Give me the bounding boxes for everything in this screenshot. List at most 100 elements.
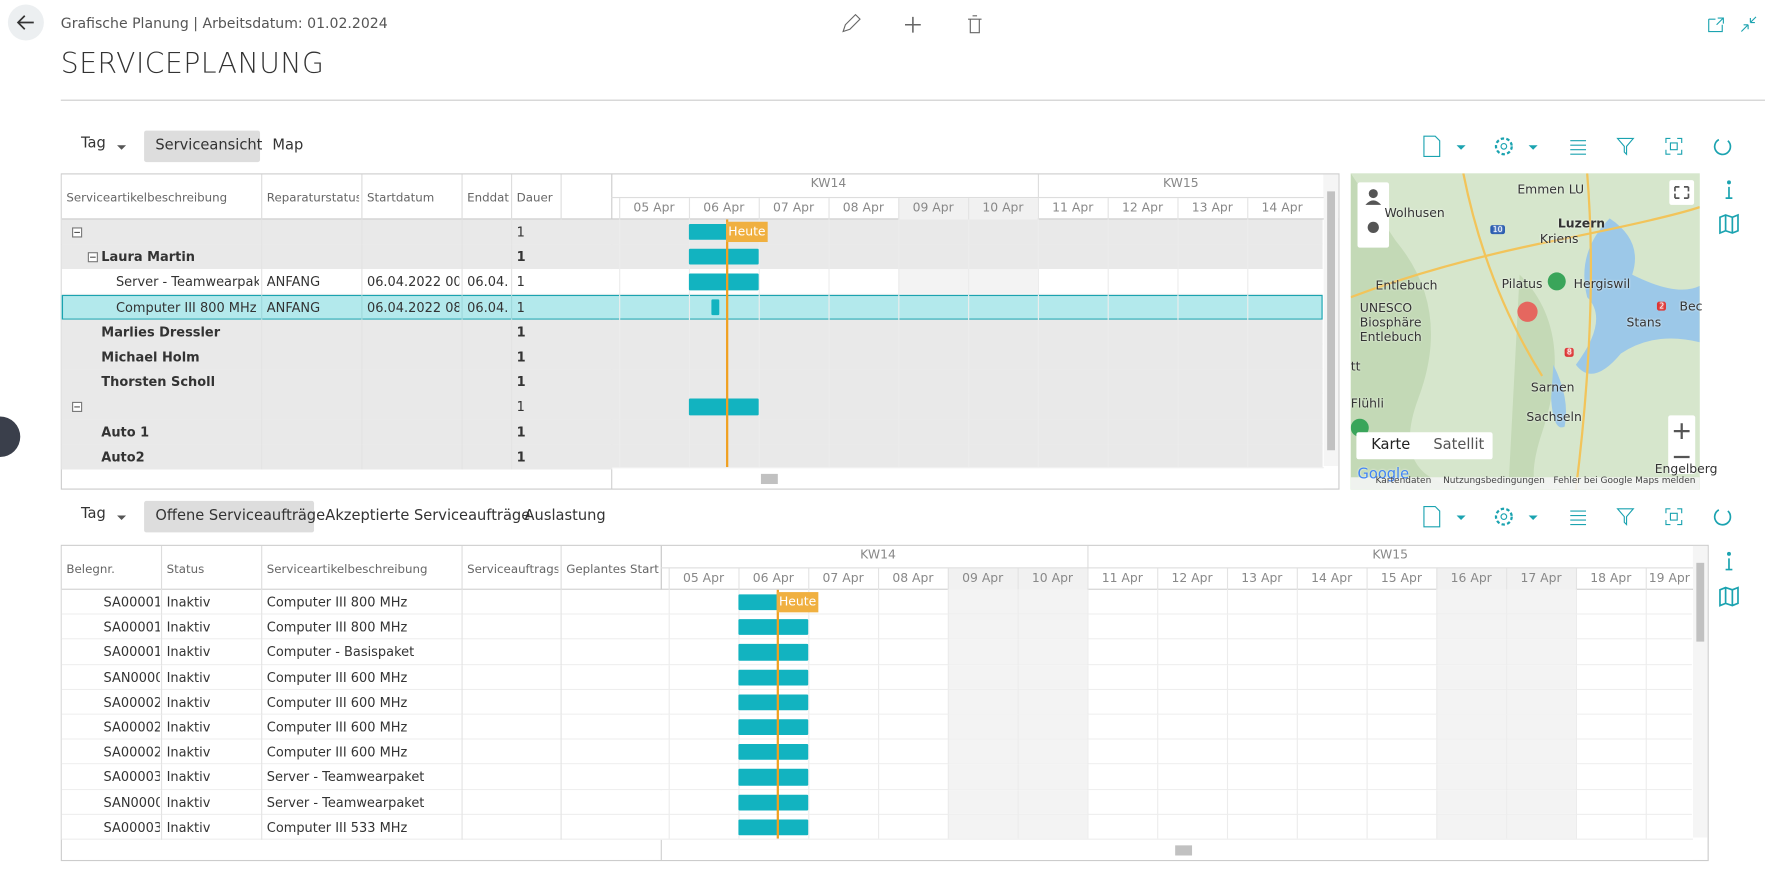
day-gridline <box>828 344 830 370</box>
day-gridline <box>688 419 691 445</box>
day-divider <box>619 197 621 220</box>
cell-divider <box>461 319 463 345</box>
day-divider <box>898 197 900 220</box>
weekend-shade <box>1017 789 1088 814</box>
day-gridline <box>1037 394 1039 420</box>
list-icon[interactable] <box>1570 510 1587 526</box>
fit-icon[interactable] <box>1665 137 1683 155</box>
cell: Laura Martin <box>101 248 195 265</box>
weekend-shade <box>1436 714 1507 739</box>
settings-icon[interactable] <box>1494 507 1513 526</box>
cell-divider <box>461 639 463 665</box>
cell-divider <box>261 219 263 245</box>
tab[interactable]: Akzeptierte Serviceaufträge <box>325 507 531 525</box>
row <box>61 789 1692 815</box>
map-label: Emmen LU <box>1517 182 1585 197</box>
cell-divider <box>160 714 163 740</box>
day-gridline <box>877 714 880 740</box>
day-gridline <box>1177 219 1179 245</box>
day-gridline <box>1645 664 1647 690</box>
cell-divider <box>461 714 463 740</box>
day-gridline <box>1177 294 1179 320</box>
day-gridline <box>1247 444 1249 470</box>
fit-icon[interactable] <box>1665 508 1683 526</box>
dropdown-arrow <box>1456 515 1466 521</box>
day-gridline <box>1645 739 1647 765</box>
cell-divider <box>361 219 363 245</box>
settings-icon[interactable] <box>1494 137 1513 156</box>
edit-icon[interactable] <box>842 13 861 33</box>
day-gridline <box>877 689 880 715</box>
day-label: 05 Apr <box>633 199 675 215</box>
day-gridline <box>1017 589 1019 615</box>
view-selector[interactable]: Tag <box>81 505 106 523</box>
day-gridline <box>1506 714 1508 740</box>
day-gridline <box>758 444 760 470</box>
cell-divider <box>60 664 62 690</box>
today-label: Heute <box>776 592 819 613</box>
export-icon[interactable] <box>1423 135 1441 158</box>
day-gridline <box>1107 269 1109 295</box>
cell-divider <box>261 689 263 715</box>
cell-divider <box>461 789 463 815</box>
day-gridline <box>1017 764 1019 790</box>
delete-icon[interactable] <box>968 15 982 34</box>
day-divider <box>1177 197 1179 220</box>
filter-icon[interactable] <box>1616 508 1635 526</box>
cell: 06.04.2022 <box>467 298 509 315</box>
week-divider <box>1087 545 1089 569</box>
day-gridline <box>1226 714 1229 740</box>
cell-divider <box>261 444 263 470</box>
map-type-button[interactable]: Satellit <box>1433 436 1485 454</box>
refresh-icon[interactable] <box>1713 509 1732 526</box>
tab[interactable]: Offene Serviceaufträge <box>144 500 325 533</box>
weekend-shade <box>1017 664 1088 689</box>
day-gridline <box>1107 244 1109 270</box>
side-icons[interactable] <box>1719 180 1739 607</box>
collapse-icon[interactable] <box>1740 16 1757 32</box>
day-gridline <box>758 319 760 345</box>
weekend-shade <box>1017 589 1088 614</box>
dropdown-arrow <box>117 145 127 150</box>
filter-icon[interactable] <box>1616 137 1635 156</box>
cell: Michael Holm <box>101 348 200 365</box>
day-gridline <box>828 369 830 395</box>
map-label: Entlebuch <box>1359 329 1422 345</box>
day-gridline <box>1107 344 1109 370</box>
view-selector[interactable]: Tag <box>81 135 106 152</box>
day-gridline <box>1296 714 1298 740</box>
day-gridline <box>619 269 621 295</box>
weekend-shade <box>1436 639 1507 664</box>
weekend-shade <box>1017 739 1088 764</box>
cell-divider <box>261 294 263 320</box>
cell: 1 <box>516 298 525 315</box>
day-divider <box>1157 568 1159 590</box>
map-footer: Nutzungsbedingungen <box>1443 475 1545 486</box>
refresh-icon[interactable] <box>1713 138 1732 156</box>
add-icon[interactable] <box>905 16 921 33</box>
gantt-bar <box>688 398 759 415</box>
cell-divider <box>60 739 62 765</box>
open-new-icon[interactable] <box>1708 17 1724 33</box>
day-label: 16 Apr <box>1450 570 1492 586</box>
day-gridline <box>1575 664 1578 690</box>
column-header: Dauer <box>516 191 553 205</box>
tab[interactable]: Auslastung <box>524 507 606 525</box>
day-gridline <box>1177 369 1179 395</box>
day-gridline <box>808 764 810 790</box>
day-gridline <box>828 319 830 345</box>
row <box>61 639 1692 665</box>
export-icon[interactable] <box>1423 505 1441 528</box>
tab[interactable]: Map <box>272 137 304 155</box>
day-gridline <box>1177 419 1179 445</box>
tab[interactable]: Serviceansicht <box>144 130 262 163</box>
map-type-button[interactable]: Karte <box>1371 436 1411 454</box>
cell-divider <box>511 269 513 295</box>
today-line <box>776 589 779 840</box>
day-label: 09 Apr <box>912 199 954 215</box>
cell-divider <box>461 344 463 370</box>
list-icon[interactable] <box>1570 140 1587 155</box>
gantt-bar <box>738 644 809 661</box>
h-scroll-track <box>612 467 1324 489</box>
cell: 1 <box>516 273 525 290</box>
